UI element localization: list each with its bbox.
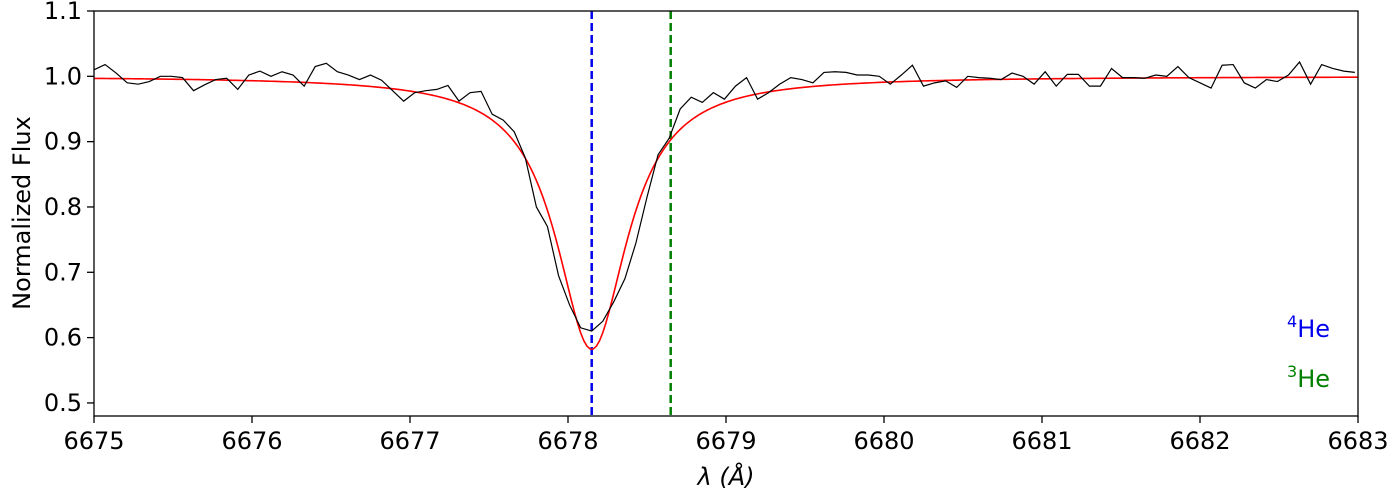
legend-item-3he-text: He — [1297, 365, 1330, 393]
x-tick-label: 6677 — [379, 427, 440, 455]
x-tick-label: 6676 — [221, 427, 282, 455]
y-tick-label: 0.9 — [44, 128, 82, 156]
legend-item-3he-sup: 3 — [1287, 362, 1297, 381]
legend-item-4he-text: He — [1297, 315, 1330, 343]
x-tick-label: 6681 — [1011, 427, 1072, 455]
x-axis-ticks: 6675 6676 6677 6678 6679 6680 6681 6682 6683 — [63, 416, 1389, 455]
y-tick-label: 0.8 — [44, 193, 82, 221]
y-axis-label: Normalized Flux — [8, 116, 36, 310]
x-tick-label: 6678 — [537, 427, 598, 455]
series-observed — [93, 60, 1355, 332]
legend: 4He 3He — [1287, 312, 1330, 393]
y-tick-label: 0.5 — [44, 389, 82, 417]
x-tick-label: 6679 — [695, 427, 756, 455]
y-tick-label: 0.6 — [44, 324, 82, 352]
series-layer — [93, 60, 1358, 350]
legend-item-4he: 4He — [1287, 312, 1330, 343]
legend-item-3he: 3He — [1287, 362, 1330, 393]
x-tick-label: 6675 — [63, 427, 124, 455]
x-tick-label: 6680 — [853, 427, 914, 455]
x-axis-label: λ (Å) — [696, 462, 755, 491]
x-tick-label: 6682 — [1169, 427, 1230, 455]
legend-item-4he-sup: 4 — [1287, 312, 1297, 331]
x-tick-label: 6683 — [1327, 427, 1388, 455]
y-tick-label: 1.1 — [44, 0, 82, 25]
y-tick-label: 0.7 — [44, 258, 82, 286]
y-axis-ticks: 0.5 0.6 0.7 0.8 0.9 1.0 1.1 — [44, 0, 94, 417]
y-tick-label: 1.0 — [44, 62, 82, 90]
